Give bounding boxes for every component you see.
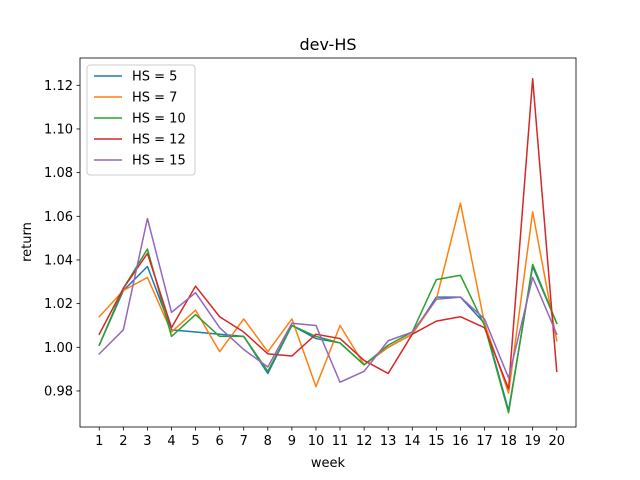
- legend-label-2: HS = 7: [132, 91, 177, 106]
- y-tick-label: 1.10: [44, 122, 73, 137]
- chart-title: dev-HS: [300, 35, 357, 54]
- x-tick-label: 5: [191, 434, 199, 449]
- series-line-2: [98, 202, 558, 394]
- y-tick-label: 1.12: [44, 79, 73, 94]
- x-tick-label: 7: [240, 434, 248, 449]
- x-tick-label: 15: [428, 434, 445, 449]
- x-tick-label: 10: [308, 434, 325, 449]
- y-tick-label: 1.06: [44, 210, 73, 225]
- legend-label-1: HS = 5: [132, 70, 177, 85]
- plot-area: 1 2 3 4 5 6 7 8 9 10 11 12 13 14 15 16 17 18 19 200.981.001…: [44, 57, 577, 449]
- y-tick-label: 1.08: [44, 166, 73, 181]
- x-tick-label: 3: [143, 434, 151, 449]
- x-tick-label: 14: [404, 434, 421, 449]
- x-tick-label: 18: [500, 434, 517, 449]
- x-tick-label: 2: [119, 434, 127, 449]
- plot-frame: [79, 57, 577, 428]
- x-tick-label: 13: [380, 434, 397, 449]
- x-tick-label: 16: [452, 434, 469, 449]
- x-tick-label: 19: [524, 434, 541, 449]
- y-axis-label: return: [20, 222, 35, 262]
- series-line-5: [98, 217, 558, 383]
- x-tick-label: 11: [332, 434, 349, 449]
- legend-box: [86, 64, 196, 176]
- x-tick-label: 1: [95, 434, 103, 449]
- x-tick-label: 6: [216, 434, 224, 449]
- x-tick-label: 9: [288, 434, 296, 449]
- legend-label-4: HS = 12: [132, 133, 186, 148]
- x-tick-label: 12: [356, 434, 373, 449]
- legend-label-3: HS = 10: [132, 112, 186, 127]
- y-tick-label: 1.00: [44, 341, 73, 356]
- x-axis-label: week: [311, 456, 346, 471]
- y-tick-label: 1.04: [44, 253, 73, 268]
- legend-label-5: HS = 15: [132, 154, 186, 169]
- y-tick-label: 1.02: [44, 297, 73, 312]
- series-line-3: [98, 248, 558, 414]
- x-tick-label: 4: [167, 434, 175, 449]
- series-line-4: [98, 77, 558, 390]
- series-line-1: [98, 265, 558, 412]
- x-tick-label: 17: [476, 434, 493, 449]
- x-tick-label: 8: [264, 434, 272, 449]
- x-tick-label: 20: [548, 434, 565, 449]
- y-tick-label: 0.98: [44, 384, 73, 399]
